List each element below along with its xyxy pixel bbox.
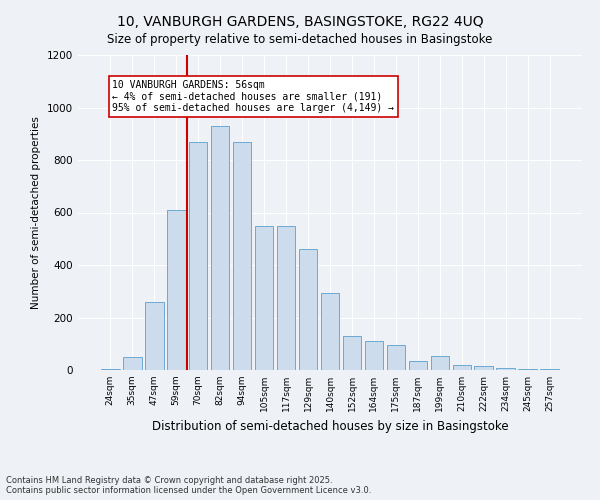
Bar [386, 345, 405, 370]
X-axis label: Distribution of semi-detached houses by size in Basingstoke: Distribution of semi-detached houses by … [152, 420, 508, 432]
Bar [343, 336, 361, 370]
Bar [365, 341, 383, 370]
Bar [496, 368, 515, 370]
Bar [233, 142, 251, 370]
Text: Contains HM Land Registry data © Crown copyright and database right 2025.
Contai: Contains HM Land Registry data © Crown c… [6, 476, 371, 495]
Bar [167, 210, 185, 370]
Bar [145, 302, 164, 370]
Y-axis label: Number of semi-detached properties: Number of semi-detached properties [31, 116, 41, 309]
Text: 10 VANBURGH GARDENS: 56sqm
← 4% of semi-detached houses are smaller (191)
95% of: 10 VANBURGH GARDENS: 56sqm ← 4% of semi-… [112, 80, 394, 113]
Bar [431, 356, 449, 370]
Bar [320, 292, 340, 370]
Bar [211, 126, 229, 370]
Text: Size of property relative to semi-detached houses in Basingstoke: Size of property relative to semi-detach… [107, 32, 493, 46]
Text: 10, VANBURGH GARDENS, BASINGSTOKE, RG22 4UQ: 10, VANBURGH GARDENS, BASINGSTOKE, RG22 … [116, 15, 484, 29]
Bar [255, 226, 274, 370]
Bar [189, 142, 208, 370]
Bar [409, 361, 427, 370]
Bar [518, 368, 537, 370]
Bar [277, 226, 295, 370]
Bar [101, 368, 119, 370]
Bar [452, 365, 471, 370]
Bar [299, 249, 317, 370]
Bar [475, 366, 493, 370]
Bar [123, 357, 142, 370]
